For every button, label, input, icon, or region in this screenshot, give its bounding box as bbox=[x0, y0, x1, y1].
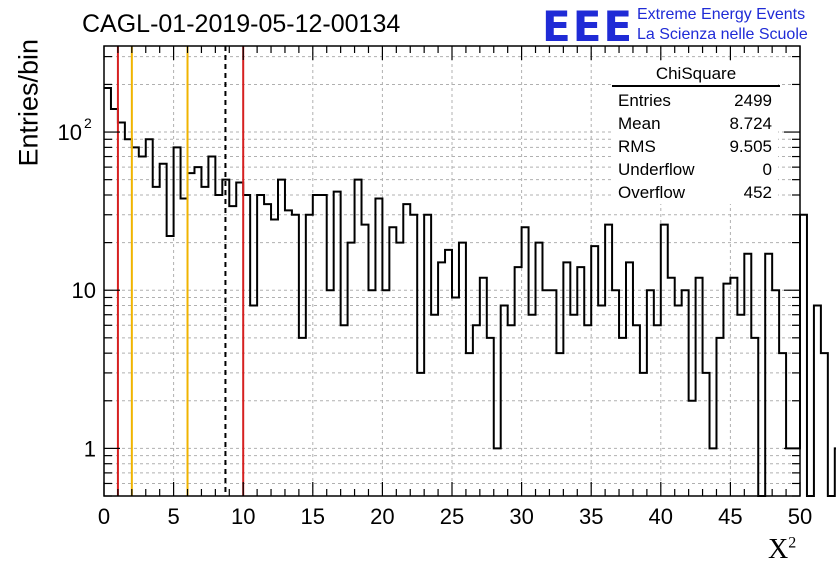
stats-label: RMS bbox=[618, 137, 656, 156]
chart-title: CAGL-01-2019-05-12-00134 bbox=[82, 10, 401, 38]
stats-label: Mean bbox=[618, 114, 661, 133]
stats-row-rms: RMS 9.505 bbox=[612, 135, 778, 158]
y-axis-label: Entries/bin bbox=[13, 38, 44, 167]
logo-line-1: Extreme Energy Events bbox=[637, 6, 806, 23]
stats-label: Underflow bbox=[618, 160, 695, 179]
stats-value: 8.724 bbox=[729, 114, 772, 133]
x-tick-label: 0 bbox=[98, 504, 110, 529]
stats-header: ChiSquare bbox=[612, 64, 780, 87]
x-tick-label: 40 bbox=[649, 504, 673, 529]
x-axis-label: X2 bbox=[768, 534, 796, 566]
stats-value: 9.505 bbox=[729, 137, 772, 156]
y-tick-label-base: 10 bbox=[58, 120, 82, 145]
stats-value: 0 bbox=[762, 160, 772, 179]
x-tick-label: 35 bbox=[579, 504, 603, 529]
x-tick-label: 30 bbox=[509, 504, 533, 529]
stats-row-entries: Entries 2499 bbox=[612, 89, 778, 112]
x-tick-label: 10 bbox=[231, 504, 255, 529]
eee-logo: EEE bbox=[542, 2, 635, 51]
x-tick-label: 50 bbox=[788, 504, 812, 529]
stats-label: Overflow bbox=[618, 183, 686, 202]
logo-line-2: La Scienza nelle Scuole bbox=[637, 26, 808, 43]
stats-box: ChiSquare Entries 2499 Mean 8.724 RMS 9.505… bbox=[612, 64, 780, 204]
y-tick-label-exponent: 2 bbox=[84, 115, 92, 131]
x-tick-label: 20 bbox=[370, 504, 394, 529]
x-axis-label-superscript: 2 bbox=[788, 534, 797, 552]
y-tick-label: 10 bbox=[72, 278, 96, 303]
x-tick-label: 5 bbox=[167, 504, 179, 529]
x-tick-label: 25 bbox=[440, 504, 464, 529]
stats-label: Entries bbox=[618, 91, 671, 110]
y-tick-label: 10 bbox=[58, 120, 82, 145]
stats-row-overflow: Overflow 452 bbox=[612, 181, 778, 204]
stats-value: 2499 bbox=[734, 91, 772, 110]
x-tick-label: 45 bbox=[718, 504, 742, 529]
x-axis-label-text: X bbox=[768, 534, 789, 565]
stats-row-mean: Mean 8.724 bbox=[612, 112, 778, 135]
x-tick-label: 15 bbox=[301, 504, 325, 529]
histogram-outline bbox=[104, 86, 836, 497]
stats-value: 452 bbox=[743, 183, 772, 202]
y-tick-label: 1 bbox=[84, 436, 96, 461]
stats-row-underflow: Underflow 0 bbox=[612, 158, 778, 181]
